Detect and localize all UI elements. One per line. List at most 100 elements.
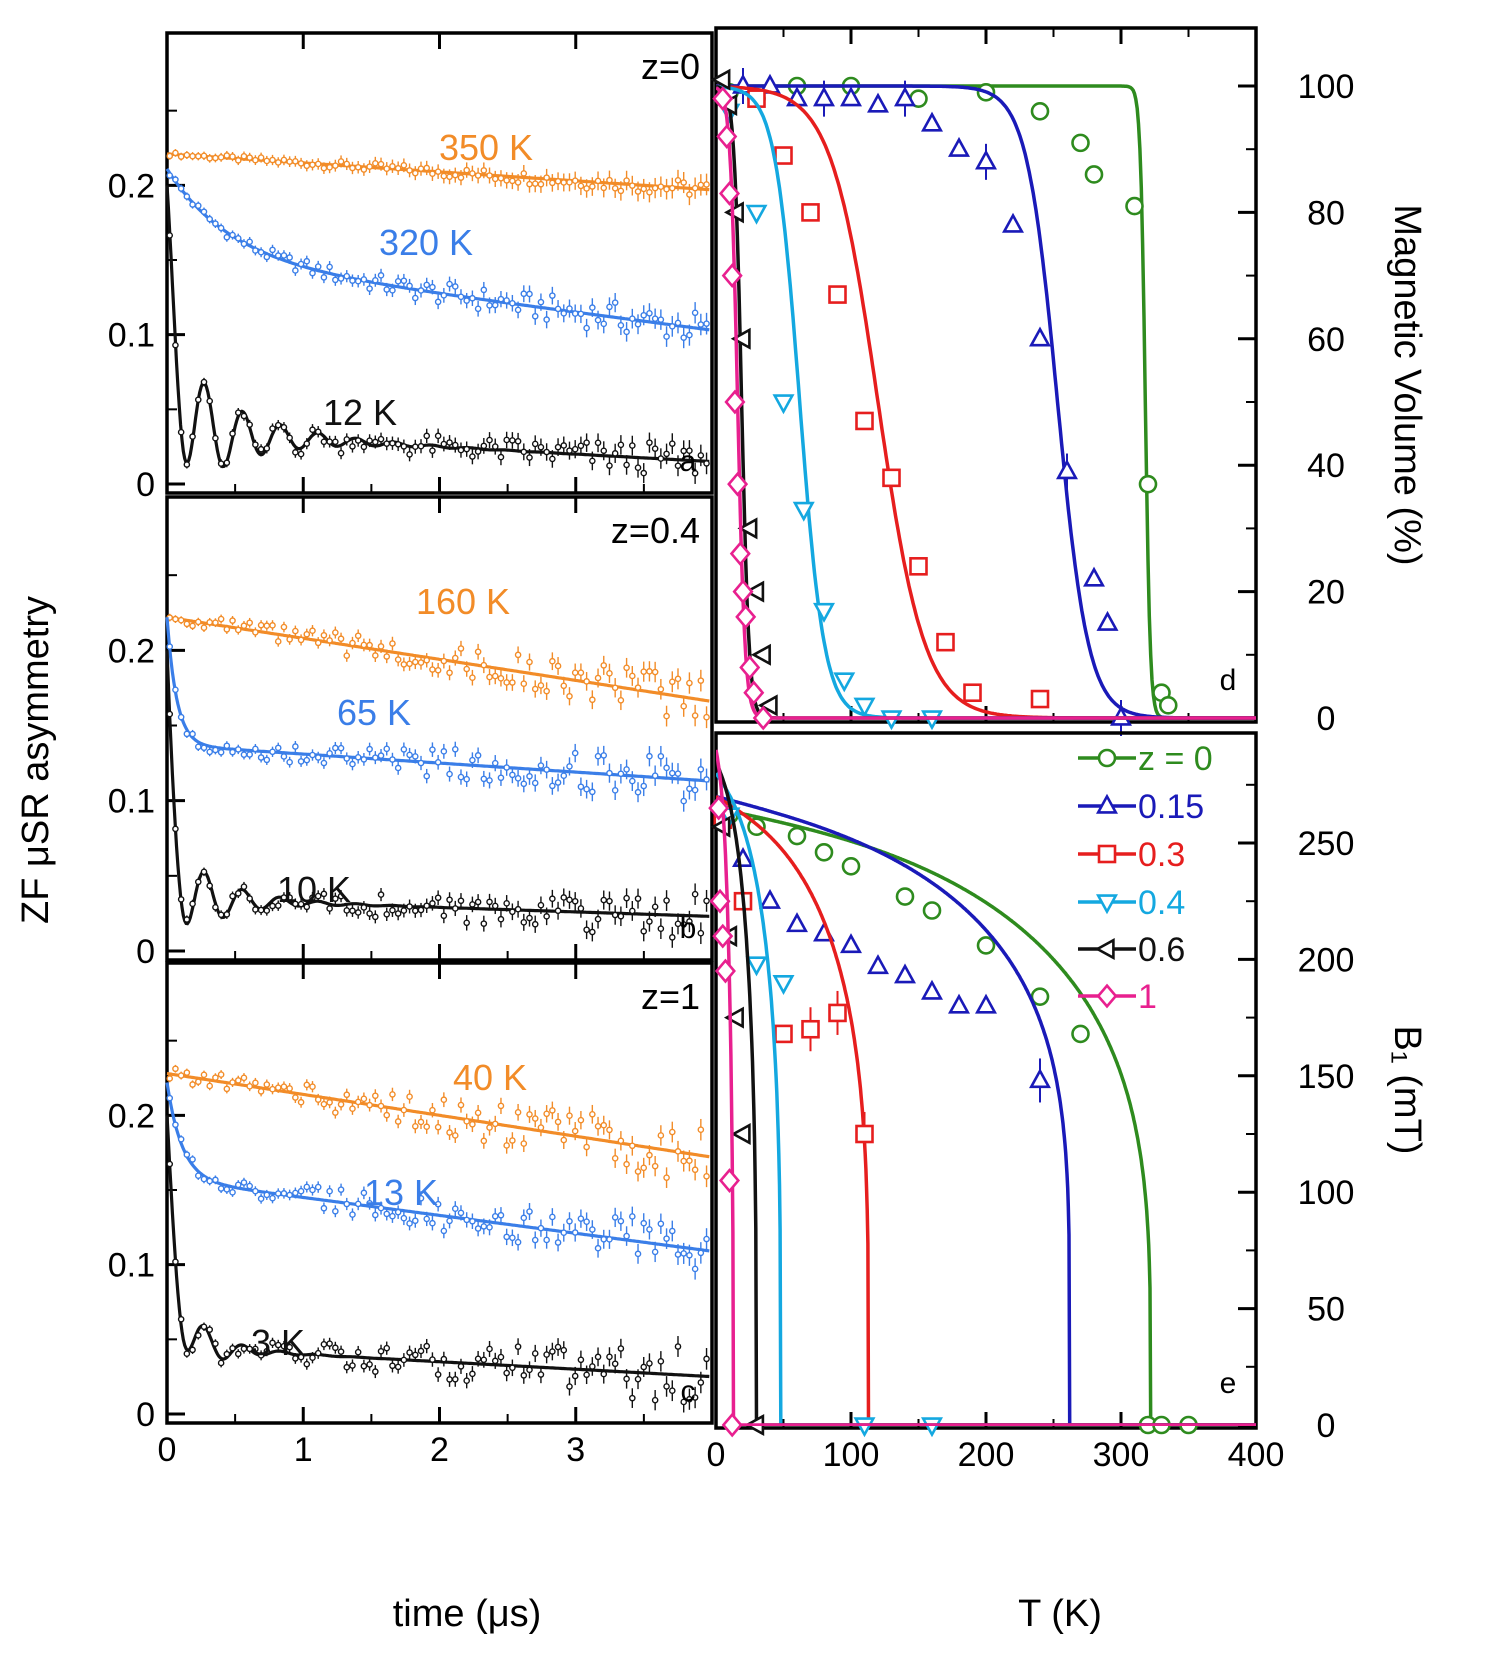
data-point [680,702,688,710]
panel-c: 0 0.1 0.2 0 1 2 3 40 K 13 K 3 K z=1 c [108,961,714,1469]
data-point [1029,1068,1051,1089]
fit-curve-1 [716,84,1256,720]
data-point [571,897,579,905]
data-point [354,909,362,916]
data-point [320,631,328,639]
data-point [463,1118,470,1125]
data-point [166,172,174,179]
data-point [600,1370,608,1378]
data-point [234,746,242,753]
data-point [177,1072,185,1079]
data-point [537,298,545,306]
data-point [337,892,345,900]
data-point [389,1212,396,1220]
data-point [200,1323,208,1331]
data-point [697,677,705,684]
data-point [554,443,562,451]
data-point [326,263,333,271]
data-point [372,1368,379,1375]
data-point [457,645,465,652]
panel-a: 0 0.1 0.2 350 K 320 K 12 K z=0 a [108,31,714,504]
data-point [263,1081,271,1088]
data-point [297,1187,305,1195]
data-point [320,1341,328,1348]
data-point [372,913,379,921]
data-point [691,712,699,719]
data-point [257,1195,265,1203]
legend-entry: 0.6 [1078,931,1185,969]
left-x-axis-label: time (μs) [393,1593,542,1635]
data-point [286,434,293,442]
data-point [617,441,625,449]
data-point [600,1235,608,1243]
data-point [383,911,391,918]
data-point [292,267,299,274]
data-point [686,679,693,687]
left-y-axis-label: ZF μSR asymmetry [15,596,57,924]
data-point [217,615,225,623]
data-point [526,914,533,922]
data-point [286,254,293,261]
fit-curve-5 [716,749,1256,1426]
data-point [606,670,613,677]
data-point [274,252,282,259]
data-point [474,1109,482,1117]
data-point [457,773,465,781]
data-point [480,1223,488,1230]
data-point [217,911,225,919]
data-point [337,1101,345,1108]
data-point [509,177,516,185]
data-point [560,1229,568,1237]
data-point [606,1236,613,1243]
data-point [537,180,545,188]
data-point [360,443,368,451]
data-point [343,1091,351,1099]
data-point [786,912,808,933]
y-tick-label: 60 [1307,321,1345,359]
data-point [657,183,665,191]
data-point [269,622,276,629]
data-point [1071,133,1090,153]
data-point [594,915,602,923]
fit-curve-5 [716,86,1256,720]
data-point [577,905,585,912]
data-point [423,1123,431,1131]
data-point [389,1091,396,1098]
data-point [680,1157,688,1165]
data-point [1158,696,1178,715]
data-point [497,675,505,682]
data-point [634,320,642,328]
data-point [252,906,259,913]
data-point [194,743,202,751]
data-point [354,1348,362,1356]
data-point [194,202,202,209]
data-point [634,188,642,195]
data-point [183,151,191,159]
data-point [577,310,585,318]
data-point [750,643,771,666]
data-point [280,252,288,259]
data-point [710,68,731,91]
data-point [651,772,659,780]
data-point [855,1124,874,1144]
data-point [451,905,459,912]
legend-label: z = 0 [1138,740,1213,778]
data-point [480,775,488,783]
data-point [440,1227,448,1235]
data-point [549,1107,556,1114]
data-point [606,1353,613,1361]
data-point [223,742,231,750]
data-point [360,756,368,763]
data-point [286,758,293,766]
data-point [194,618,202,626]
data-point [377,891,385,898]
data-point [577,1356,585,1364]
data-point [697,452,705,459]
data-point [354,753,362,761]
data-point [417,659,425,666]
data-point [474,305,482,313]
data-point [400,907,408,914]
data-point [520,448,528,456]
data-point [246,421,253,428]
